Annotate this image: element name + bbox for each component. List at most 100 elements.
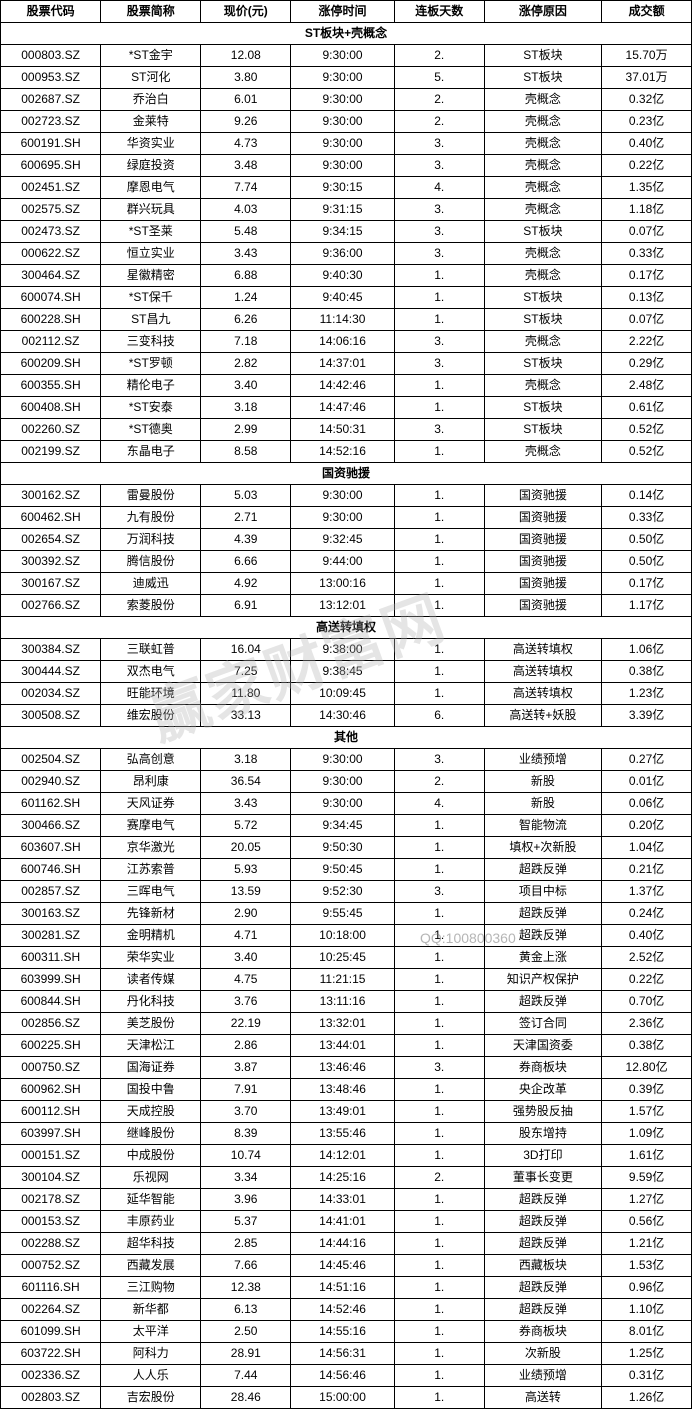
cell: 国海证券 (101, 1057, 201, 1079)
cell: 4.39 (201, 529, 291, 551)
cell: 9.26 (201, 111, 291, 133)
cell: 8.01亿 (602, 1321, 692, 1343)
cell: 高送转填权 (484, 661, 601, 683)
cell: 9:30:00 (291, 507, 395, 529)
cell: 2. (394, 1167, 484, 1189)
cell: 壳概念 (484, 199, 601, 221)
cell: 6.26 (201, 309, 291, 331)
cell: 1. (394, 1387, 484, 1409)
cell: 14:41:01 (291, 1211, 395, 1233)
cell: 1. (394, 859, 484, 881)
table-row: 002654.SZ万润科技4.399:32:451.国资驰援0.50亿 (1, 529, 692, 551)
cell: 0.33亿 (602, 507, 692, 529)
cell: 2.85 (201, 1233, 291, 1255)
cell: 1. (394, 1255, 484, 1277)
cell: 三变科技 (101, 331, 201, 353)
cell: 业绩预增 (484, 1365, 601, 1387)
cell: 14:06:16 (291, 331, 395, 353)
cell: 万润科技 (101, 529, 201, 551)
cell: 603722.SH (1, 1343, 101, 1365)
cell: 券商板块 (484, 1057, 601, 1079)
cell: 1. (394, 287, 484, 309)
table-row: 000803.SZ*ST金宇12.089:30:002.ST板块15.70万 (1, 45, 692, 67)
table-row: 300162.SZ雷曼股份5.039:30:001.国资驰援0.14亿 (1, 485, 692, 507)
cell: 8.58 (201, 441, 291, 463)
cell: 002504.SZ (1, 749, 101, 771)
cell: 000151.SZ (1, 1145, 101, 1167)
cell: 赛摩电气 (101, 815, 201, 837)
cell: 3.18 (201, 397, 291, 419)
table-row: 002178.SZ延华智能3.9614:33:011.超跌反弹1.27亿 (1, 1189, 692, 1211)
cell: 超跌反弹 (484, 1233, 601, 1255)
cell: 1. (394, 1013, 484, 1035)
table-row: 002112.SZ三变科技7.1814:06:163.壳概念2.22亿 (1, 331, 692, 353)
cell: 300466.SZ (1, 815, 101, 837)
cell: 金明精机 (101, 925, 201, 947)
cell: 13:49:01 (291, 1101, 395, 1123)
cell: 国资驰援 (484, 507, 601, 529)
cell: 9:30:00 (291, 133, 395, 155)
cell: 超跌反弹 (484, 991, 601, 1013)
cell: 000750.SZ (1, 1057, 101, 1079)
cell: 1. (394, 1321, 484, 1343)
cell: 0.06亿 (602, 793, 692, 815)
cell: 002264.SZ (1, 1299, 101, 1321)
section-title: 高送转填权 (1, 617, 692, 639)
cell: 3.96 (201, 1189, 291, 1211)
cell: 9:40:30 (291, 265, 395, 287)
cell: 1. (394, 661, 484, 683)
cell: 1. (394, 903, 484, 925)
cell: 600355.SH (1, 375, 101, 397)
col-time: 涨停时间 (291, 1, 395, 23)
cell: 1. (394, 1079, 484, 1101)
cell: 腾信股份 (101, 551, 201, 573)
cell: 002575.SZ (1, 199, 101, 221)
cell: 天成控股 (101, 1101, 201, 1123)
cell: 1.25亿 (602, 1343, 692, 1365)
cell: 0.40亿 (602, 133, 692, 155)
cell: 超跌反弹 (484, 903, 601, 925)
table-row: 600355.SH精伦电子3.4014:42:461.壳概念2.48亿 (1, 375, 692, 397)
cell: 13:55:46 (291, 1123, 395, 1145)
cell: 2.22亿 (602, 331, 692, 353)
table-row: 002288.SZ超华科技2.8514:44:161.超跌反弹1.21亿 (1, 1233, 692, 1255)
cell: 14:12:01 (291, 1145, 395, 1167)
cell: 股东增持 (484, 1123, 601, 1145)
cell: 22.19 (201, 1013, 291, 1035)
cell: 美芝股份 (101, 1013, 201, 1035)
cell: 002199.SZ (1, 441, 101, 463)
cell: 9:30:00 (291, 155, 395, 177)
cell: 0.24亿 (602, 903, 692, 925)
cell: 002034.SZ (1, 683, 101, 705)
cell: 603997.SH (1, 1123, 101, 1145)
cell: 0.32亿 (602, 89, 692, 111)
cell: 9:50:45 (291, 859, 395, 881)
cell: 业绩预增 (484, 749, 601, 771)
cell: 9:34:15 (291, 221, 395, 243)
cell: 600695.SH (1, 155, 101, 177)
cell: 3. (394, 199, 484, 221)
table-row: 600191.SH华资实业4.739:30:003.壳概念0.40亿 (1, 133, 692, 155)
table-row: 600408.SH*ST安泰3.1814:47:461.ST板块0.61亿 (1, 397, 692, 419)
cell: 1.37亿 (602, 881, 692, 903)
cell: 603607.SH (1, 837, 101, 859)
cell: 300508.SZ (1, 705, 101, 727)
cell: 6. (394, 705, 484, 727)
cell: 6.01 (201, 89, 291, 111)
cell: 9:30:00 (291, 111, 395, 133)
cell: 0.22亿 (602, 155, 692, 177)
cell: 4.75 (201, 969, 291, 991)
cell: 28.46 (201, 1387, 291, 1409)
cell: 国资驰援 (484, 485, 601, 507)
cell: 超跌反弹 (484, 1299, 601, 1321)
cell: 14:30:46 (291, 705, 395, 727)
cell: 3.70 (201, 1101, 291, 1123)
cell: 601116.SH (1, 1277, 101, 1299)
cell: 7.74 (201, 177, 291, 199)
col-days: 连板天数 (394, 1, 484, 23)
col-name: 股票简称 (101, 1, 201, 23)
cell: ST板块 (484, 419, 601, 441)
cell: 0.29亿 (602, 353, 692, 375)
cell: 3.40 (201, 947, 291, 969)
cell: 天风证券 (101, 793, 201, 815)
